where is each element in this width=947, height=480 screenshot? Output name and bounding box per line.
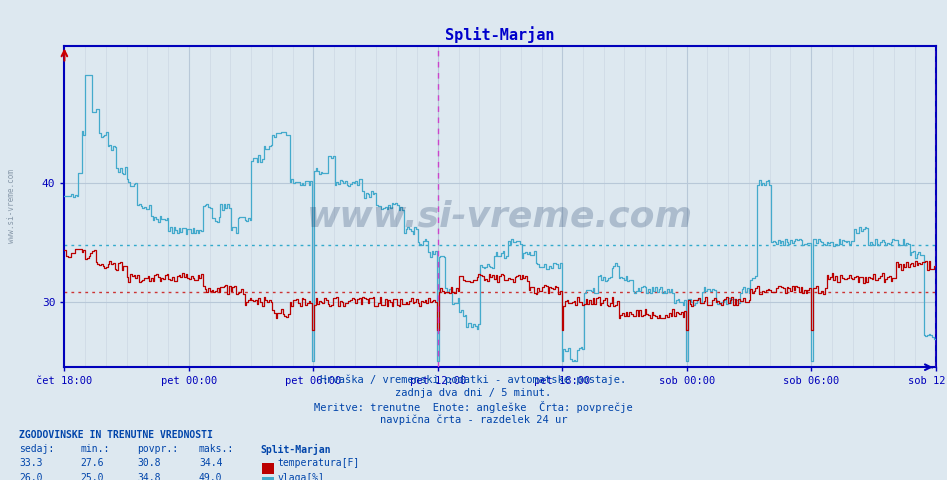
Text: ZGODOVINSKE IN TRENUTNE VREDNOSTI: ZGODOVINSKE IN TRENUTNE VREDNOSTI <box>19 430 213 440</box>
Text: vlaga[%]: vlaga[%] <box>277 473 325 480</box>
Text: 34.8: 34.8 <box>137 473 161 480</box>
Text: Meritve: trenutne  Enote: angleške  Črta: povprečje: Meritve: trenutne Enote: angleške Črta: … <box>314 401 633 413</box>
Text: min.:: min.: <box>80 444 110 454</box>
Text: 26.0: 26.0 <box>19 473 43 480</box>
Text: www.si-vreme.com: www.si-vreme.com <box>7 169 16 243</box>
Text: povpr.:: povpr.: <box>137 444 178 454</box>
Text: 34.4: 34.4 <box>199 458 223 468</box>
Text: 49.0: 49.0 <box>199 473 223 480</box>
Text: temperatura[F]: temperatura[F] <box>277 458 360 468</box>
Text: sedaj:: sedaj: <box>19 444 54 454</box>
Title: Split-Marjan: Split-Marjan <box>445 26 555 43</box>
Text: navpična črta - razdelek 24 ur: navpična črta - razdelek 24 ur <box>380 415 567 425</box>
Text: zadnja dva dni / 5 minut.: zadnja dva dni / 5 minut. <box>396 388 551 398</box>
Text: Hrvaška / vremenski podatki - avtomatske postaje.: Hrvaška / vremenski podatki - avtomatske… <box>320 374 627 385</box>
Text: maks.:: maks.: <box>199 444 234 454</box>
Text: 27.6: 27.6 <box>80 458 104 468</box>
Text: www.si-vreme.com: www.si-vreme.com <box>307 199 693 233</box>
Text: 25.0: 25.0 <box>80 473 104 480</box>
Text: 33.3: 33.3 <box>19 458 43 468</box>
Text: Split-Marjan: Split-Marjan <box>260 444 331 455</box>
Text: 30.8: 30.8 <box>137 458 161 468</box>
